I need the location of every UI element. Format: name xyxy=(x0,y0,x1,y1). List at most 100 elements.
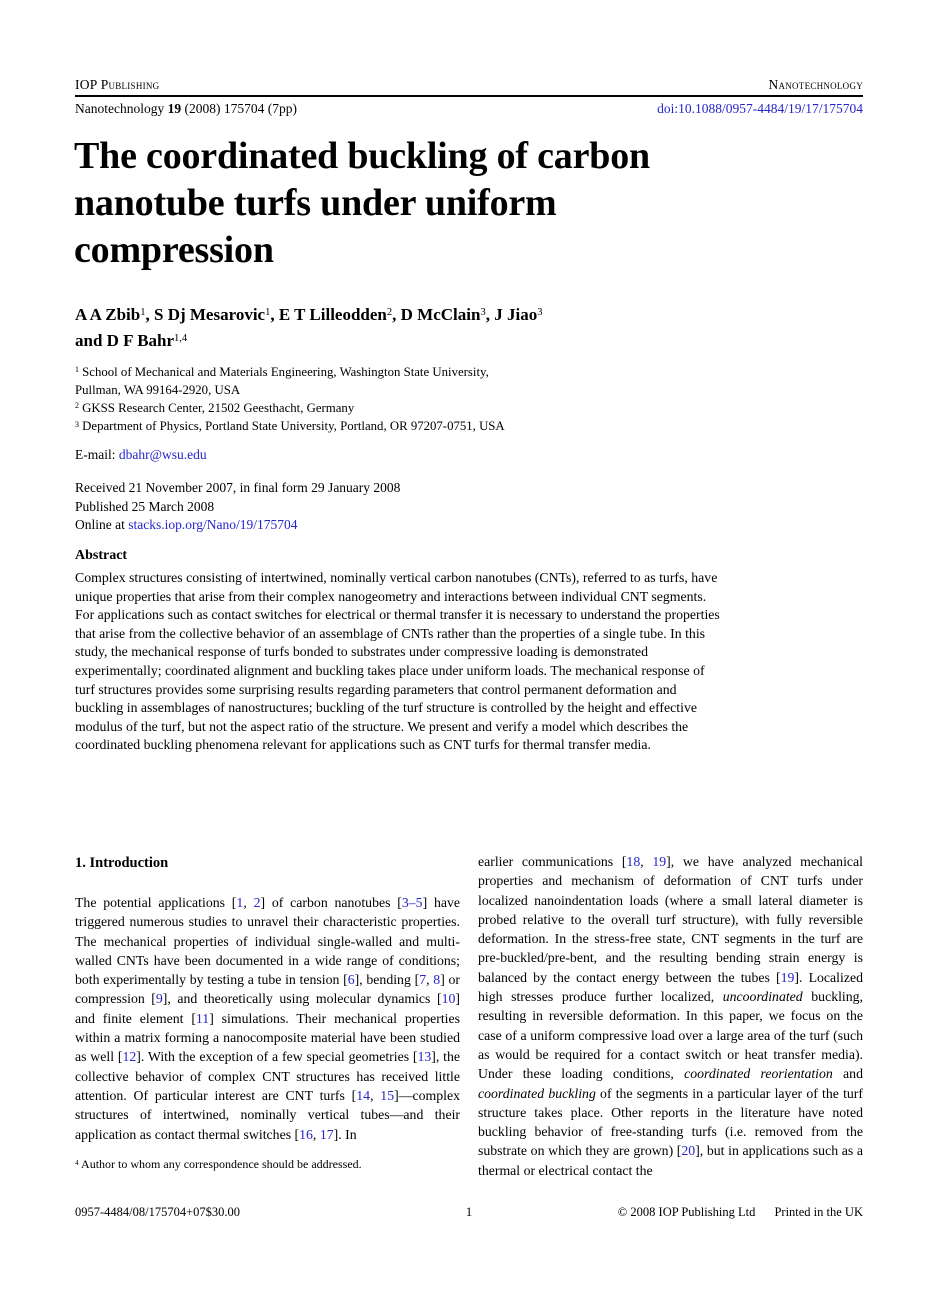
citation-link[interactable]: 11 xyxy=(195,1010,210,1026)
text-run: The potential applications [ xyxy=(75,895,237,910)
text-run: (2008) 175704 (7pp) xyxy=(181,101,297,116)
citation-link[interactable]: 7 xyxy=(419,972,427,988)
text-run: 4 xyxy=(75,1157,79,1167)
page-footer: 0957-4484/08/175704+07$30.00 1 © 2008 IO… xyxy=(75,1205,863,1220)
text-run: , xyxy=(243,895,254,910)
text-run: buckling, resulting in reversible deform… xyxy=(478,989,864,1082)
right-column: earlier communications [18, 19], we have… xyxy=(478,852,863,1180)
text-run: Department of Physics, Portland State Un… xyxy=(78,419,505,434)
dates-block: Received 21 November 2007, in final form… xyxy=(75,479,400,535)
intro-paragraph-left: The potential applications [1, 2] of car… xyxy=(75,893,460,1144)
footer-issn: 0957-4484/08/175704+07$30.00 xyxy=(75,1205,241,1219)
text-run: , xyxy=(426,972,434,988)
text-run: ] and finite element [ xyxy=(75,991,460,1026)
text-run: ], but in applications such as a thermal… xyxy=(478,1143,863,1178)
citation-link[interactable]: 6 xyxy=(347,972,355,988)
text-run: 19 xyxy=(167,101,182,116)
section-heading-introduction: 1. Introduction xyxy=(75,855,169,871)
intro-paragraph-right: earlier communications [18, 19], we have… xyxy=(478,852,863,1180)
text-run: Nanotechnology xyxy=(75,101,168,116)
text-run: and xyxy=(832,1066,863,1082)
text-run: 3 xyxy=(480,307,486,319)
citation-link[interactable]: 12 xyxy=(122,1049,137,1065)
text-run: coordinated reorientation xyxy=(684,1066,833,1082)
text-run: ] simulations. Their mechanical properti… xyxy=(75,1010,460,1065)
text-run: 3 xyxy=(537,307,543,319)
journal-name: Nanotechnology xyxy=(768,77,863,92)
text-run: ]. In xyxy=(333,1126,357,1142)
text-run: , D McClain xyxy=(392,305,481,324)
citation-link[interactable]: 9 xyxy=(155,991,163,1007)
citation-link[interactable]: 16 xyxy=(299,1126,313,1142)
footer-printed: Printed in the UK xyxy=(774,1205,863,1219)
text-run: uncoordinated xyxy=(722,989,803,1005)
footer-right: © 2008 IOP Publishing Ltd Printed in the… xyxy=(618,1205,863,1220)
publisher-name: IOP Publishing xyxy=(75,77,160,92)
footer-copyright: © 2008 IOP Publishing Ltd xyxy=(617,1205,756,1219)
citation-line: Nanotechnology 19 (2008) 175704 (7pp) xyxy=(75,101,297,117)
text-run: ] have triggered numerous studies to unr… xyxy=(75,895,461,988)
text-run: 3 xyxy=(75,419,79,429)
stacks-link[interactable]: stacks.iop.org/Nano/19/175704 xyxy=(128,517,298,533)
left-column: 1. Introduction The potential applicatio… xyxy=(75,852,460,1180)
text-run: , xyxy=(312,1126,320,1142)
text-run: compression xyxy=(74,229,274,271)
citation-link[interactable]: 14 xyxy=(356,1087,371,1103)
text-run: 1 xyxy=(265,307,271,319)
citation-link[interactable]: 2 xyxy=(253,895,261,910)
text-run: GKSS Research Center, 21502 Geesthacht, … xyxy=(78,400,355,415)
text-run: , S Dj Mesarovic xyxy=(145,305,266,324)
text-run: ], bending [ xyxy=(354,972,420,988)
online-line: Online at stacks.iop.org/Nano/19/175704 xyxy=(75,516,400,535)
text-run: 2 xyxy=(75,401,79,411)
text-run: ]. With the exception of a few special g… xyxy=(136,1049,418,1065)
text-run: , xyxy=(640,854,653,869)
text-run: Pullman, WA 99164-2920, USA xyxy=(75,383,241,398)
paper-title: The coordinated buckling of carbon nanotu… xyxy=(74,133,794,274)
citation-link[interactable]: 10 xyxy=(441,991,456,1007)
citation-link[interactable]: 15 xyxy=(380,1087,395,1103)
text-run: ]—complex structures of intertwined, nom… xyxy=(75,1087,460,1142)
citation-link[interactable]: 17 xyxy=(319,1126,334,1142)
text-run: earlier communications [ xyxy=(478,854,627,869)
page-number: 1 xyxy=(465,1205,473,1219)
correspondence-footnote: 4 Author to whom any correspondence shou… xyxy=(75,1157,460,1172)
text-run: The coordinated buckling of carbon xyxy=(74,135,650,177)
citation-link[interactable]: 13 xyxy=(417,1049,432,1065)
citation-link[interactable]: 8 xyxy=(433,972,441,988)
text-run: ], the collective behavior of complex CN… xyxy=(75,1049,460,1103)
citation-link[interactable]: 20 xyxy=(681,1143,696,1159)
text-run: ] of carbon nanotubes [ xyxy=(260,895,402,910)
received-line: Received 21 November 2007, in final form… xyxy=(75,480,401,495)
text-run: School of Mechanical and Materials Engin… xyxy=(78,365,489,379)
text-run: ], and theoretically using molecular dyn… xyxy=(162,991,442,1007)
text-run: Author to whom any correspondence should… xyxy=(78,1156,362,1171)
text-run: Online at xyxy=(75,517,129,533)
affiliations-block: 1 School of Mechanical and Materials Eng… xyxy=(75,364,675,437)
authors-line: A A Zbib1, S Dj Mesarovic1, E T Lilleodd… xyxy=(75,303,542,355)
text-run: and D F Bahr xyxy=(75,331,175,350)
text-run: 1,4 xyxy=(174,333,188,345)
text-run: 2 xyxy=(386,307,393,319)
citation-link[interactable]: 1 xyxy=(236,895,244,910)
text-run: coordinated buckling xyxy=(478,1085,596,1101)
text-run: , J Jiao xyxy=(485,305,538,324)
abstract-block: Abstract Complex structures consisting o… xyxy=(75,548,725,755)
citation-link[interactable]: 18 xyxy=(626,854,641,869)
abstract-heading: Abstract xyxy=(75,548,128,563)
text-run: E-mail: xyxy=(75,447,119,462)
email-line: E-mail: dbahr@wsu.edu xyxy=(75,447,207,463)
header-row-top: IOP Publishing Nanotechnology xyxy=(75,77,863,93)
header-row-citation: Nanotechnology 19 (2008) 175704 (7pp) do… xyxy=(75,101,863,117)
text-run: nanotube turfs under uniform xyxy=(74,182,557,224)
affiliation: 1 School of Mechanical and Materials Eng… xyxy=(75,364,675,400)
citation-link[interactable]: 19 xyxy=(652,854,667,869)
citation-link[interactable]: 19 xyxy=(780,969,795,985)
header-rule xyxy=(75,95,863,97)
affiliation: 3 Department of Physics, Portland State … xyxy=(75,418,675,436)
citation-link[interactable]: 3–5 xyxy=(401,895,423,910)
abstract-text: Complex structures consisting of intertw… xyxy=(75,570,720,753)
published-line: Published 25 March 2008 xyxy=(75,498,215,514)
email-link[interactable]: dbahr@wsu.edu xyxy=(118,447,207,462)
doi-link[interactable]: doi:10.1088/0957-4484/19/17/175704 xyxy=(657,101,863,116)
